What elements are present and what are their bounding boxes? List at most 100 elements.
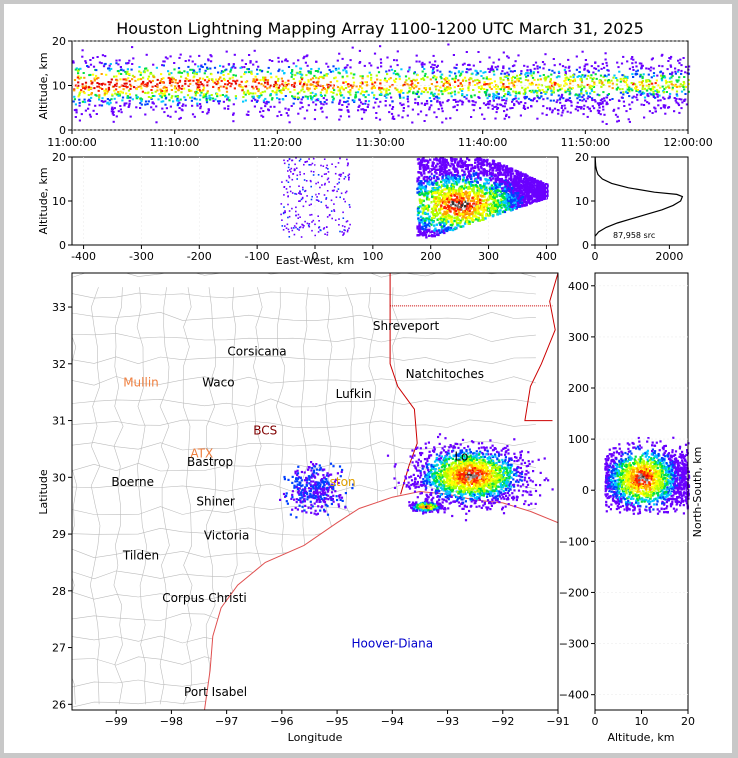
source-point xyxy=(675,90,679,93)
source-point xyxy=(433,111,436,114)
source-point xyxy=(423,78,426,81)
source-point xyxy=(303,55,306,58)
source-point xyxy=(520,72,523,75)
source-point xyxy=(604,52,607,55)
source-point xyxy=(616,120,619,123)
source-point xyxy=(75,111,78,114)
source-point xyxy=(310,198,313,201)
source-point xyxy=(465,207,468,210)
source-point xyxy=(121,99,124,102)
source-point xyxy=(523,186,526,189)
source-point xyxy=(617,86,620,89)
source-point xyxy=(528,199,531,202)
source-point xyxy=(162,60,165,63)
source-point xyxy=(640,62,643,65)
source-point xyxy=(671,74,674,77)
source-point xyxy=(387,88,391,91)
source-point xyxy=(200,65,203,68)
source-point xyxy=(177,89,180,92)
source-point xyxy=(489,69,492,72)
source-point xyxy=(191,60,194,63)
source-point xyxy=(288,231,290,233)
source-point xyxy=(299,67,302,70)
source-point xyxy=(628,86,631,89)
source-point xyxy=(435,76,438,79)
source-point xyxy=(279,91,282,93)
source-point xyxy=(343,198,345,200)
source-point xyxy=(467,164,471,167)
source-point xyxy=(250,73,253,75)
source-point xyxy=(475,206,478,209)
source-point xyxy=(472,109,475,112)
source-point xyxy=(516,184,519,188)
source-point xyxy=(470,116,473,118)
source-point xyxy=(106,98,109,100)
source-point xyxy=(327,206,329,209)
source-point xyxy=(167,70,170,73)
source-point xyxy=(422,219,425,222)
source-point xyxy=(507,171,510,174)
source-point xyxy=(323,173,326,175)
source-point xyxy=(423,91,426,93)
source-point xyxy=(632,95,635,98)
source-point xyxy=(338,118,341,121)
source-point xyxy=(671,84,674,87)
source-point xyxy=(340,108,343,111)
source-point xyxy=(255,85,258,88)
source-point xyxy=(593,81,596,84)
source-point xyxy=(327,171,330,173)
source-point xyxy=(98,104,101,107)
source-point xyxy=(479,158,483,161)
source-point xyxy=(280,114,283,116)
source-point xyxy=(319,91,322,94)
source-point xyxy=(289,190,292,193)
source-point xyxy=(441,215,445,218)
source-point xyxy=(83,76,86,79)
source-point xyxy=(435,116,438,119)
source-point xyxy=(264,85,267,88)
source-point xyxy=(422,182,425,185)
source-point xyxy=(388,69,391,72)
source-point xyxy=(198,54,201,57)
source-point xyxy=(128,80,131,83)
source-point xyxy=(338,108,341,111)
source-point xyxy=(127,96,130,99)
source-point xyxy=(518,191,522,195)
source-point xyxy=(144,84,147,87)
source-point xyxy=(266,83,269,86)
source-point xyxy=(118,93,121,95)
source-point xyxy=(440,77,443,80)
source-point xyxy=(129,83,132,86)
source-point xyxy=(419,205,422,208)
source-point xyxy=(630,82,633,84)
source-point xyxy=(536,94,539,97)
altitude-time-x-tick-label: 11:30:00 xyxy=(355,136,404,149)
source-point xyxy=(114,83,117,86)
source-point xyxy=(642,84,645,87)
source-point xyxy=(463,222,467,225)
source-point xyxy=(283,72,286,74)
source-point xyxy=(578,106,581,108)
source-point xyxy=(508,181,511,184)
source-point xyxy=(470,163,473,167)
source-point xyxy=(135,97,138,100)
source-point xyxy=(380,61,383,64)
source-point xyxy=(201,83,204,86)
source-point xyxy=(472,174,475,177)
source-point xyxy=(76,69,80,72)
source-point xyxy=(260,114,263,117)
source-point xyxy=(349,59,352,62)
source-point xyxy=(495,183,499,186)
source-point xyxy=(339,196,341,199)
source-point xyxy=(180,71,183,74)
source-point xyxy=(351,85,354,88)
source-point xyxy=(206,66,209,69)
source-point xyxy=(418,166,422,169)
source-point xyxy=(466,178,469,181)
source-point xyxy=(153,95,156,97)
source-point xyxy=(453,211,456,214)
source-point xyxy=(511,100,514,103)
source-point xyxy=(638,62,641,65)
source-point xyxy=(559,97,562,100)
